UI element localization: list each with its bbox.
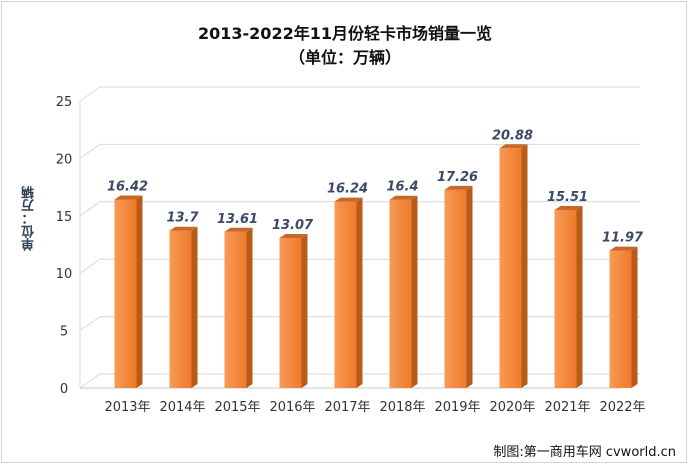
bar-2018年 [389,199,412,388]
bar-top [499,144,528,149]
bar-top [389,195,418,200]
bar-side [631,246,638,388]
bar-side [301,233,308,388]
bar-2020年 [499,148,522,388]
bar-top [609,246,638,251]
bar-2021年 [554,209,577,388]
bar-side [191,226,198,388]
bar-2017年 [334,201,357,388]
bar-2016年 [279,237,302,388]
x-tick-label: 2017年 [324,400,370,415]
data-label: 20.88 [492,128,533,143]
bar-side [411,195,418,388]
data-label: 16.42 [107,179,148,194]
x-tick-label: 2013年 [104,400,150,415]
y-tick-label: 20 [56,152,73,167]
bar-2019年 [444,189,467,388]
bar-top [169,226,198,231]
bar-2014年 [169,230,192,388]
bar-2022年 [609,250,632,388]
data-label: 11.97 [602,231,644,246]
bar-side [521,144,528,388]
bar-top [554,205,583,210]
data-label: 13.7 [166,211,199,226]
y-tick-label: 0 [60,382,68,397]
y-tick-label: 10 [56,267,73,282]
x-tick-label: 2018年 [379,400,425,415]
x-tick-label: 2016年 [269,400,315,415]
chart-title: 2013-2022年11月份轻卡市场销量一览 [198,24,492,43]
bar-top [279,233,308,238]
data-label: 15.51 [547,190,588,205]
bar-side [576,205,583,388]
data-label: 16.24 [327,182,368,197]
x-tick-label: 2019年 [434,400,480,415]
data-label: 13.07 [272,218,314,233]
x-tick-label: 2014年 [159,400,205,415]
chart-subtitle: （单位：万辆） [288,48,401,67]
bar-side [466,185,473,388]
source-credit: 制图:第一商用车网 cvworld.cn [493,445,676,460]
y-tick-label: 5 [60,325,68,340]
bar-2013年 [114,199,137,388]
gridline-25 [79,86,640,102]
data-label: 16.4 [386,180,418,195]
data-label: 13.61 [217,212,258,227]
bar-side [136,195,143,388]
gridline-20 [79,143,640,159]
bar-top [224,227,253,232]
x-tick-label: 2022年 [599,400,645,415]
bar-top [114,195,143,200]
x-tick-label: 2021年 [544,400,590,415]
x-tick-label: 2020年 [489,400,535,415]
bar-top [334,197,363,202]
bar-side [356,197,363,388]
data-label: 17.26 [437,170,478,185]
x-tick-label: 2015年 [214,400,260,415]
y-tick-label: 15 [56,210,73,225]
bar-top [444,185,473,190]
y-tick-label: 25 [56,95,73,110]
bar-2015年 [224,231,247,388]
bar-side [246,227,253,388]
